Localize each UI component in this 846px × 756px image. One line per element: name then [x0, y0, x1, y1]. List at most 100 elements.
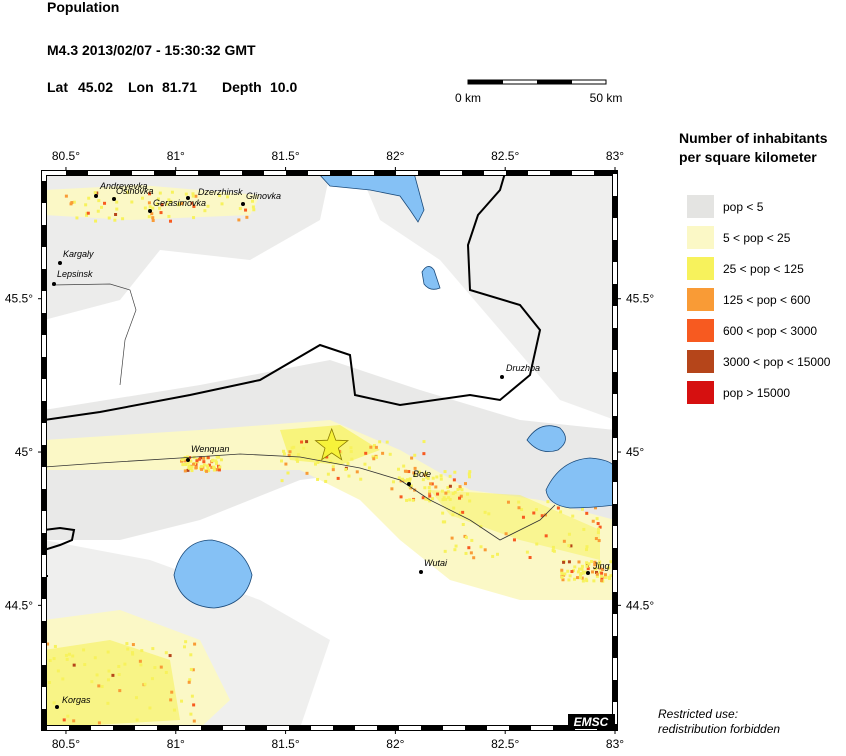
population-cell [140, 649, 144, 653]
population-cell [316, 460, 320, 464]
population-cell [56, 669, 60, 673]
population-cell [371, 455, 375, 459]
x-tick-label: 83° [606, 737, 624, 751]
population-cell [66, 714, 70, 718]
population-cell [600, 574, 604, 578]
population-cell [496, 552, 500, 556]
place-marker [419, 570, 423, 574]
population-cell [72, 719, 76, 723]
population-cell [413, 453, 417, 457]
x-tick-label: 81° [167, 737, 185, 751]
population-cell [115, 200, 119, 204]
population-cell [148, 205, 152, 209]
population-cell [147, 201, 151, 205]
place-marker [148, 209, 152, 213]
place-label: Osinovka [116, 186, 154, 196]
population-cell [424, 497, 428, 501]
population-cell [211, 458, 215, 462]
population-cell [467, 546, 471, 550]
population-cell [582, 527, 586, 531]
population-cell [95, 191, 99, 195]
population-cell [117, 664, 121, 668]
x-tick-label: 80.5° [52, 149, 80, 163]
population-cell [159, 211, 163, 215]
place-label: Bole [413, 469, 431, 479]
population-cell [385, 440, 389, 444]
population-cell [422, 440, 426, 444]
population-cell [517, 506, 521, 510]
population-cell [381, 451, 385, 455]
population-cell [183, 645, 187, 649]
population-cell [571, 569, 575, 573]
population-cell [405, 498, 409, 502]
place-label: Glinovka [246, 191, 281, 201]
population-cell [226, 195, 230, 199]
place-marker [407, 482, 411, 486]
population-cell [287, 454, 291, 458]
population-cell [103, 201, 107, 205]
population-cell [190, 694, 194, 698]
population-cell [167, 214, 171, 218]
population-cell [151, 216, 155, 220]
population-cell [113, 218, 117, 222]
depth-label: Depth [222, 79, 262, 95]
population-cell [75, 216, 79, 220]
population-cell [544, 534, 548, 538]
population-cell [430, 482, 434, 486]
population-cell [202, 456, 206, 460]
population-cell [189, 712, 193, 716]
population-cell [405, 469, 409, 473]
population-cell [408, 477, 412, 481]
population-cell [609, 560, 613, 564]
population-cell [446, 490, 450, 494]
population-cell [506, 500, 510, 504]
population-cell [140, 196, 144, 200]
population-cell [183, 459, 187, 463]
population-cell [595, 572, 599, 576]
x-tick-label: 83° [606, 149, 624, 163]
population-cell [245, 215, 249, 219]
place-marker [500, 375, 504, 379]
population-cell [172, 708, 176, 712]
population-cell [190, 465, 194, 469]
population-cell [600, 567, 604, 571]
population-cell [191, 194, 195, 198]
population-cell [96, 209, 100, 213]
population-cell [440, 489, 444, 493]
population-cell [288, 450, 292, 454]
population-cell [93, 191, 97, 195]
population-cell [594, 537, 598, 541]
population-cell [443, 470, 447, 474]
source-box [568, 714, 615, 729]
population-cell [607, 575, 611, 579]
population-cell [397, 467, 401, 471]
x-tick-label: 82.5° [491, 149, 519, 163]
population-cell [97, 199, 101, 203]
place-label: Kargaly [63, 249, 94, 259]
population-cell [572, 577, 576, 581]
population-cell [593, 560, 597, 564]
population-cell [64, 194, 68, 198]
population-cell [453, 490, 457, 494]
population-cell [408, 498, 412, 502]
population-cell [603, 573, 607, 577]
population-cell [121, 217, 125, 221]
population-cell [143, 206, 147, 210]
population-cell [355, 470, 359, 474]
epicenter [314, 427, 350, 461]
population-cell [447, 496, 451, 500]
population-cell [205, 464, 209, 468]
population-cell [427, 486, 431, 490]
population-cell [562, 560, 566, 564]
population-cell [464, 551, 468, 555]
population-cell [434, 485, 438, 489]
population-cell [456, 488, 460, 492]
population-cell [560, 568, 564, 572]
population-cell [46, 642, 50, 646]
population-cell [423, 486, 427, 490]
place-marker [241, 202, 245, 206]
y-tick-label: 44.5° [626, 598, 654, 612]
x-tick-label: 81.5° [271, 737, 299, 751]
population-cell [520, 508, 524, 512]
population-cell [528, 556, 532, 560]
